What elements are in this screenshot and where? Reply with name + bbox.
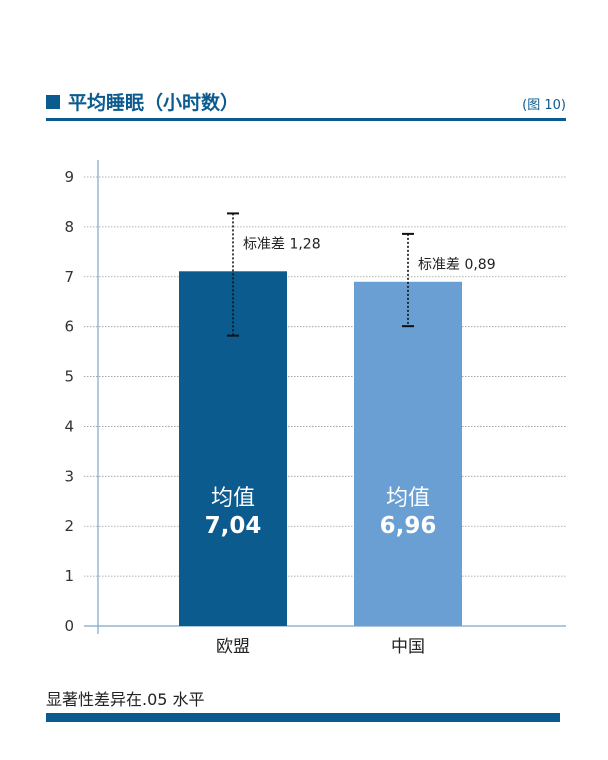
bar [179,271,287,626]
x-tick-label: 欧盟 [216,637,250,657]
bar-mean-label: 均值 [211,486,255,511]
y-tick-label: 3 [64,467,74,485]
bar-mean-value: 7,04 [205,513,262,539]
y-tick-label: 2 [64,517,74,535]
bottom-divider [46,713,560,722]
error-bar-label: 标准差 1,28 [243,236,321,252]
title-square-icon [46,95,60,109]
y-tick-label: 8 [64,218,74,236]
figure-label: (图 10) [522,98,566,113]
footnote: 显著性差异在.05 水平 [46,690,205,709]
y-tick-label: 6 [64,318,74,336]
y-tick-label: 0 [64,617,74,635]
x-tick-label: 中国 [391,637,425,657]
y-tick-label: 7 [64,268,74,286]
bar-mean-value: 6,96 [380,513,437,539]
y-tick-label: 4 [64,417,74,435]
y-tick-label: 1 [64,567,74,585]
bar [354,281,462,626]
y-tick-label: 9 [64,168,74,186]
error-bar-label: 标准差 0,89 [418,257,496,273]
y-tick-label: 5 [64,368,74,386]
title-divider [46,118,566,121]
bar-mean-label: 均值 [386,486,430,511]
chart-title: 平均睡眠（小时数） [68,92,240,114]
chart-header: 平均睡眠（小时数） (图 10) [46,88,566,118]
